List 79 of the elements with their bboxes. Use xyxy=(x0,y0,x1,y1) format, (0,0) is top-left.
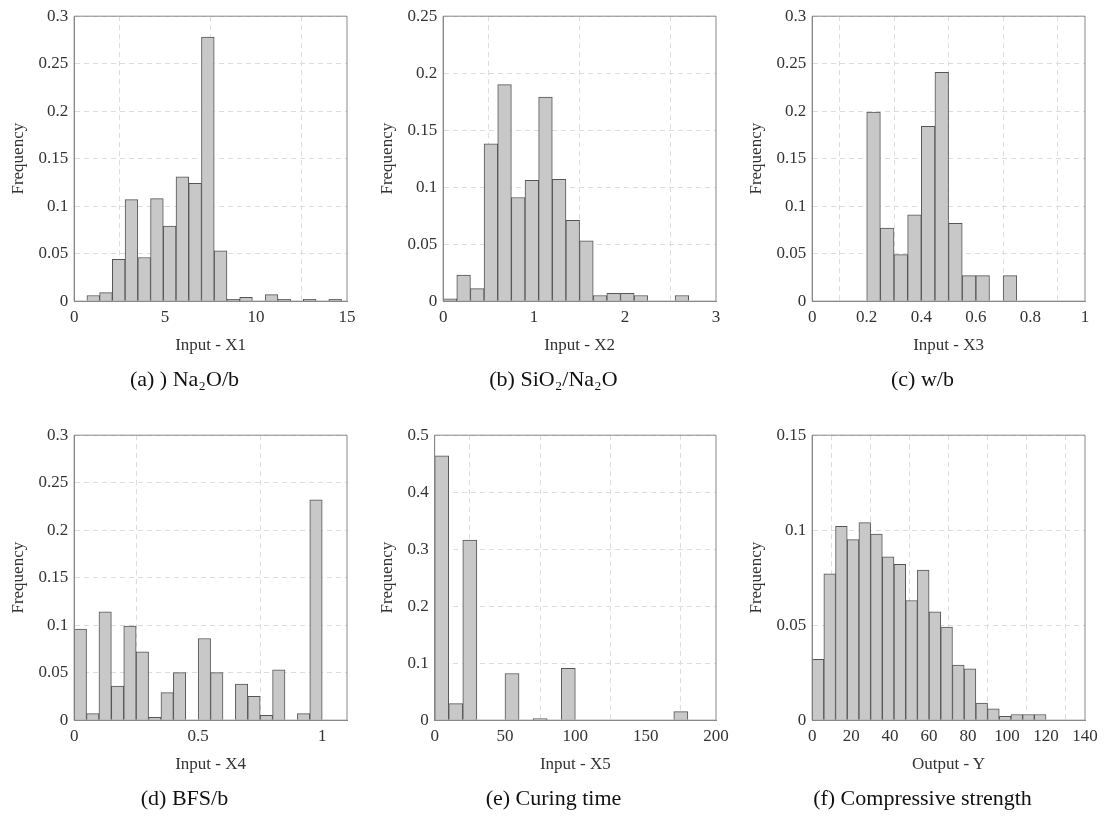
x-tick-label: 1 xyxy=(1080,306,1090,326)
x-tick-label: 100 xyxy=(562,725,589,745)
x-tick-label: 15 xyxy=(338,306,356,326)
y-tick-label: 0 xyxy=(420,709,429,729)
x-tick-label: 2 xyxy=(620,306,630,326)
x-axis-title: Input - X5 xyxy=(539,754,611,774)
y-tick-label: 0.5 xyxy=(407,424,429,444)
text: (b) SiO₂/Na₂O xyxy=(488,366,619,392)
x-tick-label: 0.4 xyxy=(910,306,933,326)
y-tick-label: 0.25 xyxy=(407,5,438,25)
x-tick-label: 60 xyxy=(920,725,938,745)
y-tick-label: 0.2 xyxy=(46,519,69,539)
x-tick-label: 50 xyxy=(496,725,514,745)
y-tick-label: 0.2 xyxy=(407,595,429,615)
x-tick-label: 5 xyxy=(160,306,170,326)
text: (f) Compressive strength xyxy=(812,785,1033,811)
y-tick-label: 0.2 xyxy=(415,62,438,82)
y-axis-title: Frequency xyxy=(745,122,765,195)
y-tick-label: 0.05 xyxy=(38,243,69,263)
y-tick-label: 0.25 xyxy=(38,53,69,73)
y-tick-label: 0.05 xyxy=(776,243,807,263)
y-axis-title: Frequency xyxy=(376,541,396,614)
y-tick-label: 0.15 xyxy=(407,119,438,139)
x-tick-label: 0.5 xyxy=(187,725,209,745)
x-axis-title: Output - Y xyxy=(912,754,986,774)
x-axis-title: Input - X4 xyxy=(175,754,247,774)
y-tick-label: 0.3 xyxy=(46,424,69,444)
y-tick-label: 0.2 xyxy=(784,100,807,120)
y-axis-title: Frequency xyxy=(376,122,396,195)
x-tick-label: 1 xyxy=(317,725,327,745)
y-tick-label: 0.3 xyxy=(46,5,69,25)
x-axis-title: Input - X1 xyxy=(175,335,246,355)
y-axis-title: Frequency xyxy=(745,541,765,614)
y-tick-label: 0.1 xyxy=(46,195,69,215)
y-tick-label: 0.3 xyxy=(407,538,429,558)
y-tick-label: 0 xyxy=(797,709,807,729)
y-tick-label: 0.15 xyxy=(38,148,69,168)
y-tick-label: 0.05 xyxy=(38,662,69,682)
x-tick-label: 100 xyxy=(994,725,1020,745)
x-tick-label: 20 xyxy=(842,725,860,745)
x-tick-label: 0.2 xyxy=(856,306,878,326)
y-tick-label: 0.4 xyxy=(407,481,430,501)
y-axis-title: Frequency xyxy=(7,541,27,614)
x-axis-title: Input - X2 xyxy=(544,335,615,355)
y-tick-label: 0.1 xyxy=(784,519,807,539)
x-tick-label: 140 xyxy=(1072,725,1098,745)
y-tick-label: 0 xyxy=(59,709,69,729)
y-tick-label: 0.15 xyxy=(38,567,69,587)
y-tick-label: 0.1 xyxy=(46,614,69,634)
text: (d) BFS/b xyxy=(139,785,230,811)
x-tick-label: 40 xyxy=(881,725,899,745)
y-tick-label: 0 xyxy=(428,290,438,310)
x-tick-label: 120 xyxy=(1033,725,1059,745)
y-tick-label: 0.25 xyxy=(776,53,807,73)
y-axis-title: Frequency xyxy=(7,122,27,195)
x-tick-label: 0.6 xyxy=(965,306,987,326)
y-tick-label: 0.2 xyxy=(46,100,69,120)
x-axis-title: Input - X3 xyxy=(913,335,984,355)
x-tick-label: 0.8 xyxy=(1019,306,1042,326)
y-tick-label: 0 xyxy=(797,290,807,310)
y-tick-label: 0.1 xyxy=(407,652,429,672)
x-tick-label: 150 xyxy=(632,725,659,745)
y-tick-label: 0.15 xyxy=(776,424,807,444)
text: (c) w/b xyxy=(890,366,955,392)
text: (e) Curing time xyxy=(484,785,623,811)
y-tick-label: 0.1 xyxy=(415,176,438,196)
y-tick-label: 0.05 xyxy=(407,233,438,253)
y-tick-label: 0.25 xyxy=(38,472,69,492)
x-tick-label: 1 xyxy=(529,306,539,326)
y-tick-label: 0.3 xyxy=(784,5,807,25)
y-tick-label: 0.1 xyxy=(784,195,807,215)
x-tick-label: 80 xyxy=(959,725,977,745)
x-tick-label: 200 xyxy=(703,725,729,745)
y-tick-label: 0 xyxy=(59,290,69,310)
y-tick-label: 0.15 xyxy=(776,148,807,168)
x-tick-label: 3 xyxy=(711,306,721,326)
y-tick-label: 0.05 xyxy=(776,614,807,634)
text: (a) ) Na₂O/b xyxy=(128,366,241,392)
x-tick-label: 10 xyxy=(247,306,265,326)
